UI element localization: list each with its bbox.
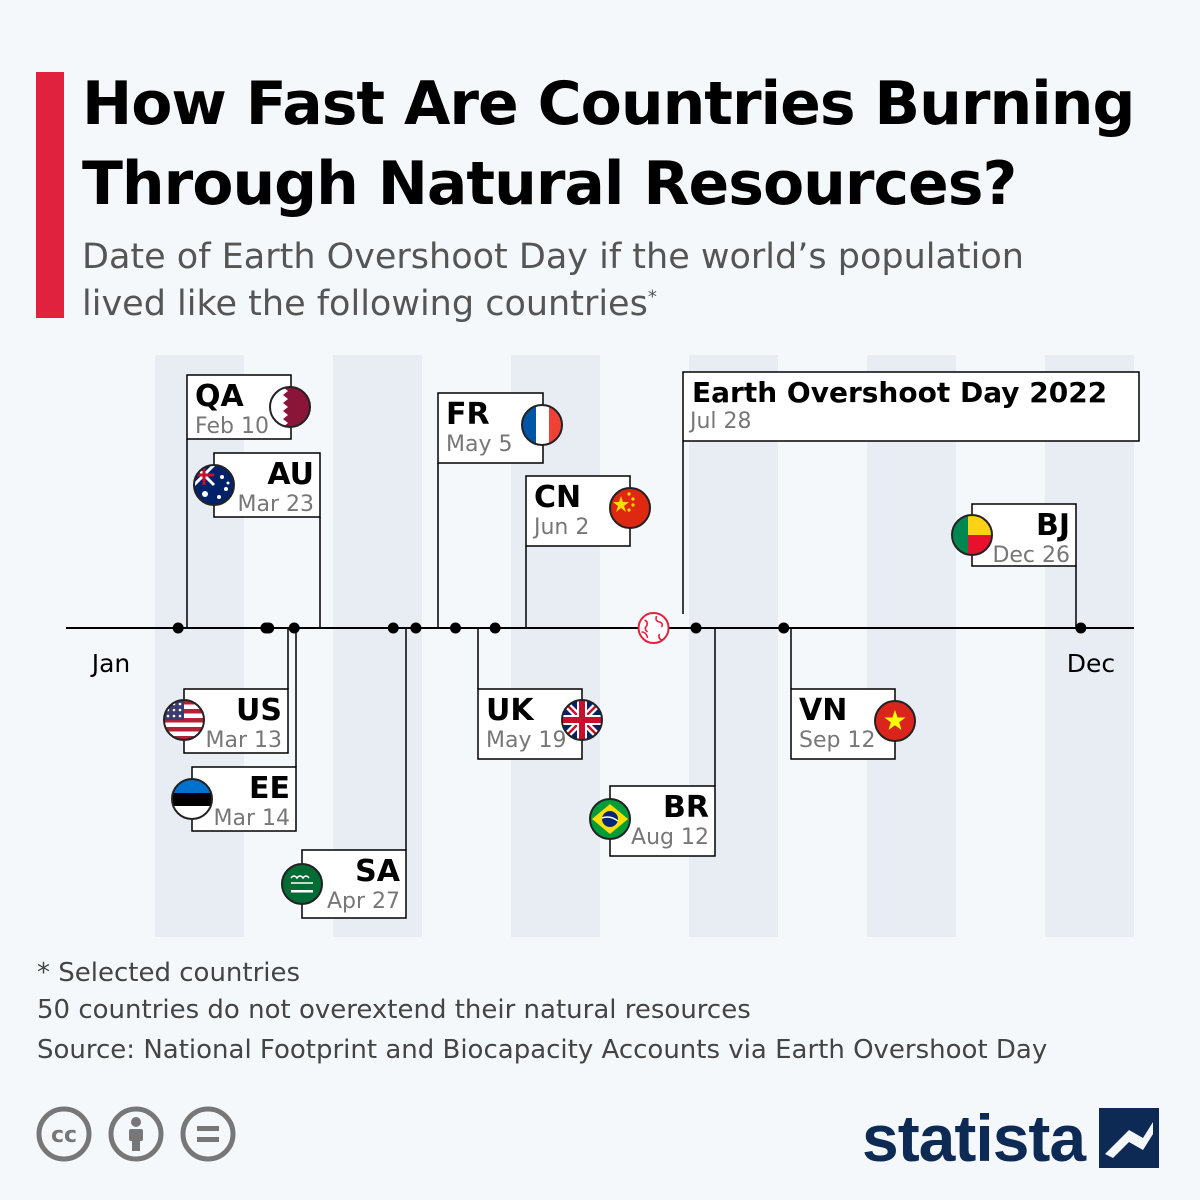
country-code: FR	[446, 397, 490, 432]
label-box	[682, 371, 1140, 442]
month-bands	[155, 355, 1134, 937]
month-band	[1045, 355, 1134, 937]
title-accent-bar	[36, 72, 64, 318]
connector-lines	[186, 439, 1077, 850]
france-flag-icon	[521, 404, 563, 446]
note-selected-countries: * Selected countries	[37, 958, 301, 988]
axis-start-label: Jan	[90, 649, 131, 678]
highlight-name: Earth Overshoot Day 2022	[692, 376, 1107, 409]
date-markers	[172, 612, 1087, 644]
highlight-date: Jul 28	[688, 409, 752, 434]
date-marker	[410, 622, 422, 634]
country-code: BJ	[1036, 508, 1070, 543]
svg-text:cc: cc	[51, 1123, 77, 1148]
country-code: EE	[249, 771, 290, 806]
month-band	[155, 355, 244, 937]
australia-flag-icon	[193, 464, 235, 506]
country-code: UK	[486, 693, 535, 728]
country-code: QA	[195, 379, 245, 414]
country-date: Jun 2	[532, 515, 589, 540]
country-code: VN	[799, 693, 847, 728]
country-date: Apr 27	[327, 889, 400, 914]
statista-logo[interactable]: statista	[862, 1100, 1160, 1176]
month-band	[867, 355, 956, 937]
qatar-flag-icon	[269, 386, 311, 428]
country-code: SA	[355, 854, 401, 889]
country-date: May 5	[446, 432, 512, 457]
country-code: US	[236, 693, 282, 728]
date-marker	[690, 622, 702, 634]
date-marker	[489, 622, 501, 634]
attribution-icon[interactable]	[108, 1106, 164, 1162]
country-date: Mar 13	[206, 728, 283, 753]
date-marker	[778, 622, 790, 634]
month-band	[333, 355, 422, 937]
date-marker	[449, 622, 461, 634]
axis-end-label: Dec	[1067, 649, 1115, 678]
date-marker	[1075, 622, 1087, 634]
license-icons: cc	[36, 1106, 236, 1162]
footnotes: * Selected countries 50 countries do not…	[37, 955, 751, 1029]
country-date: Mar 23	[238, 492, 315, 517]
date-marker	[288, 622, 300, 634]
date-marker	[263, 622, 275, 634]
country-date: Feb 10	[195, 414, 269, 439]
country-date: Sep 12	[799, 728, 875, 753]
cc-icon[interactable]: cc	[36, 1106, 92, 1162]
chart-subtitle: Date of Earth Overshoot Day if the world…	[82, 234, 1082, 328]
brand-name: statista	[862, 1101, 1086, 1175]
source-note: Source: National Footprint and Biocapaci…	[37, 1035, 1048, 1065]
china-flag-icon	[609, 487, 651, 529]
benin-flag-icon	[951, 514, 993, 556]
vietnam-flag-icon	[874, 700, 916, 742]
chart-title: How Fast Are Countries Burning Through N…	[82, 69, 1135, 219]
brazil-flag-icon	[589, 798, 631, 840]
country-date: Dec 26	[992, 543, 1070, 568]
subtitle-footnote-mark: *	[647, 286, 657, 308]
country-date: May 19	[486, 728, 566, 753]
saudi-arabia-flag-icon	[281, 863, 323, 905]
usa-flag-icon	[163, 699, 205, 741]
country-code: BR	[663, 790, 709, 825]
country-code: AU	[267, 457, 314, 492]
subtitle-text: Date of Earth Overshoot Day if the world…	[82, 237, 1024, 324]
country-date: Aug 12	[631, 825, 709, 850]
estonia-flag-icon	[171, 778, 213, 820]
note-countries-count: 50 countries do not overextend their nat…	[37, 995, 751, 1025]
uk-flag-icon	[561, 699, 603, 741]
no-derivatives-icon[interactable]	[180, 1106, 236, 1162]
globe-icon	[637, 612, 670, 644]
date-marker	[387, 622, 399, 634]
date-marker	[172, 622, 184, 634]
country-date: Mar 14	[214, 806, 291, 831]
statista-mark-icon	[1099, 1108, 1160, 1168]
country-code: CN	[534, 480, 581, 515]
